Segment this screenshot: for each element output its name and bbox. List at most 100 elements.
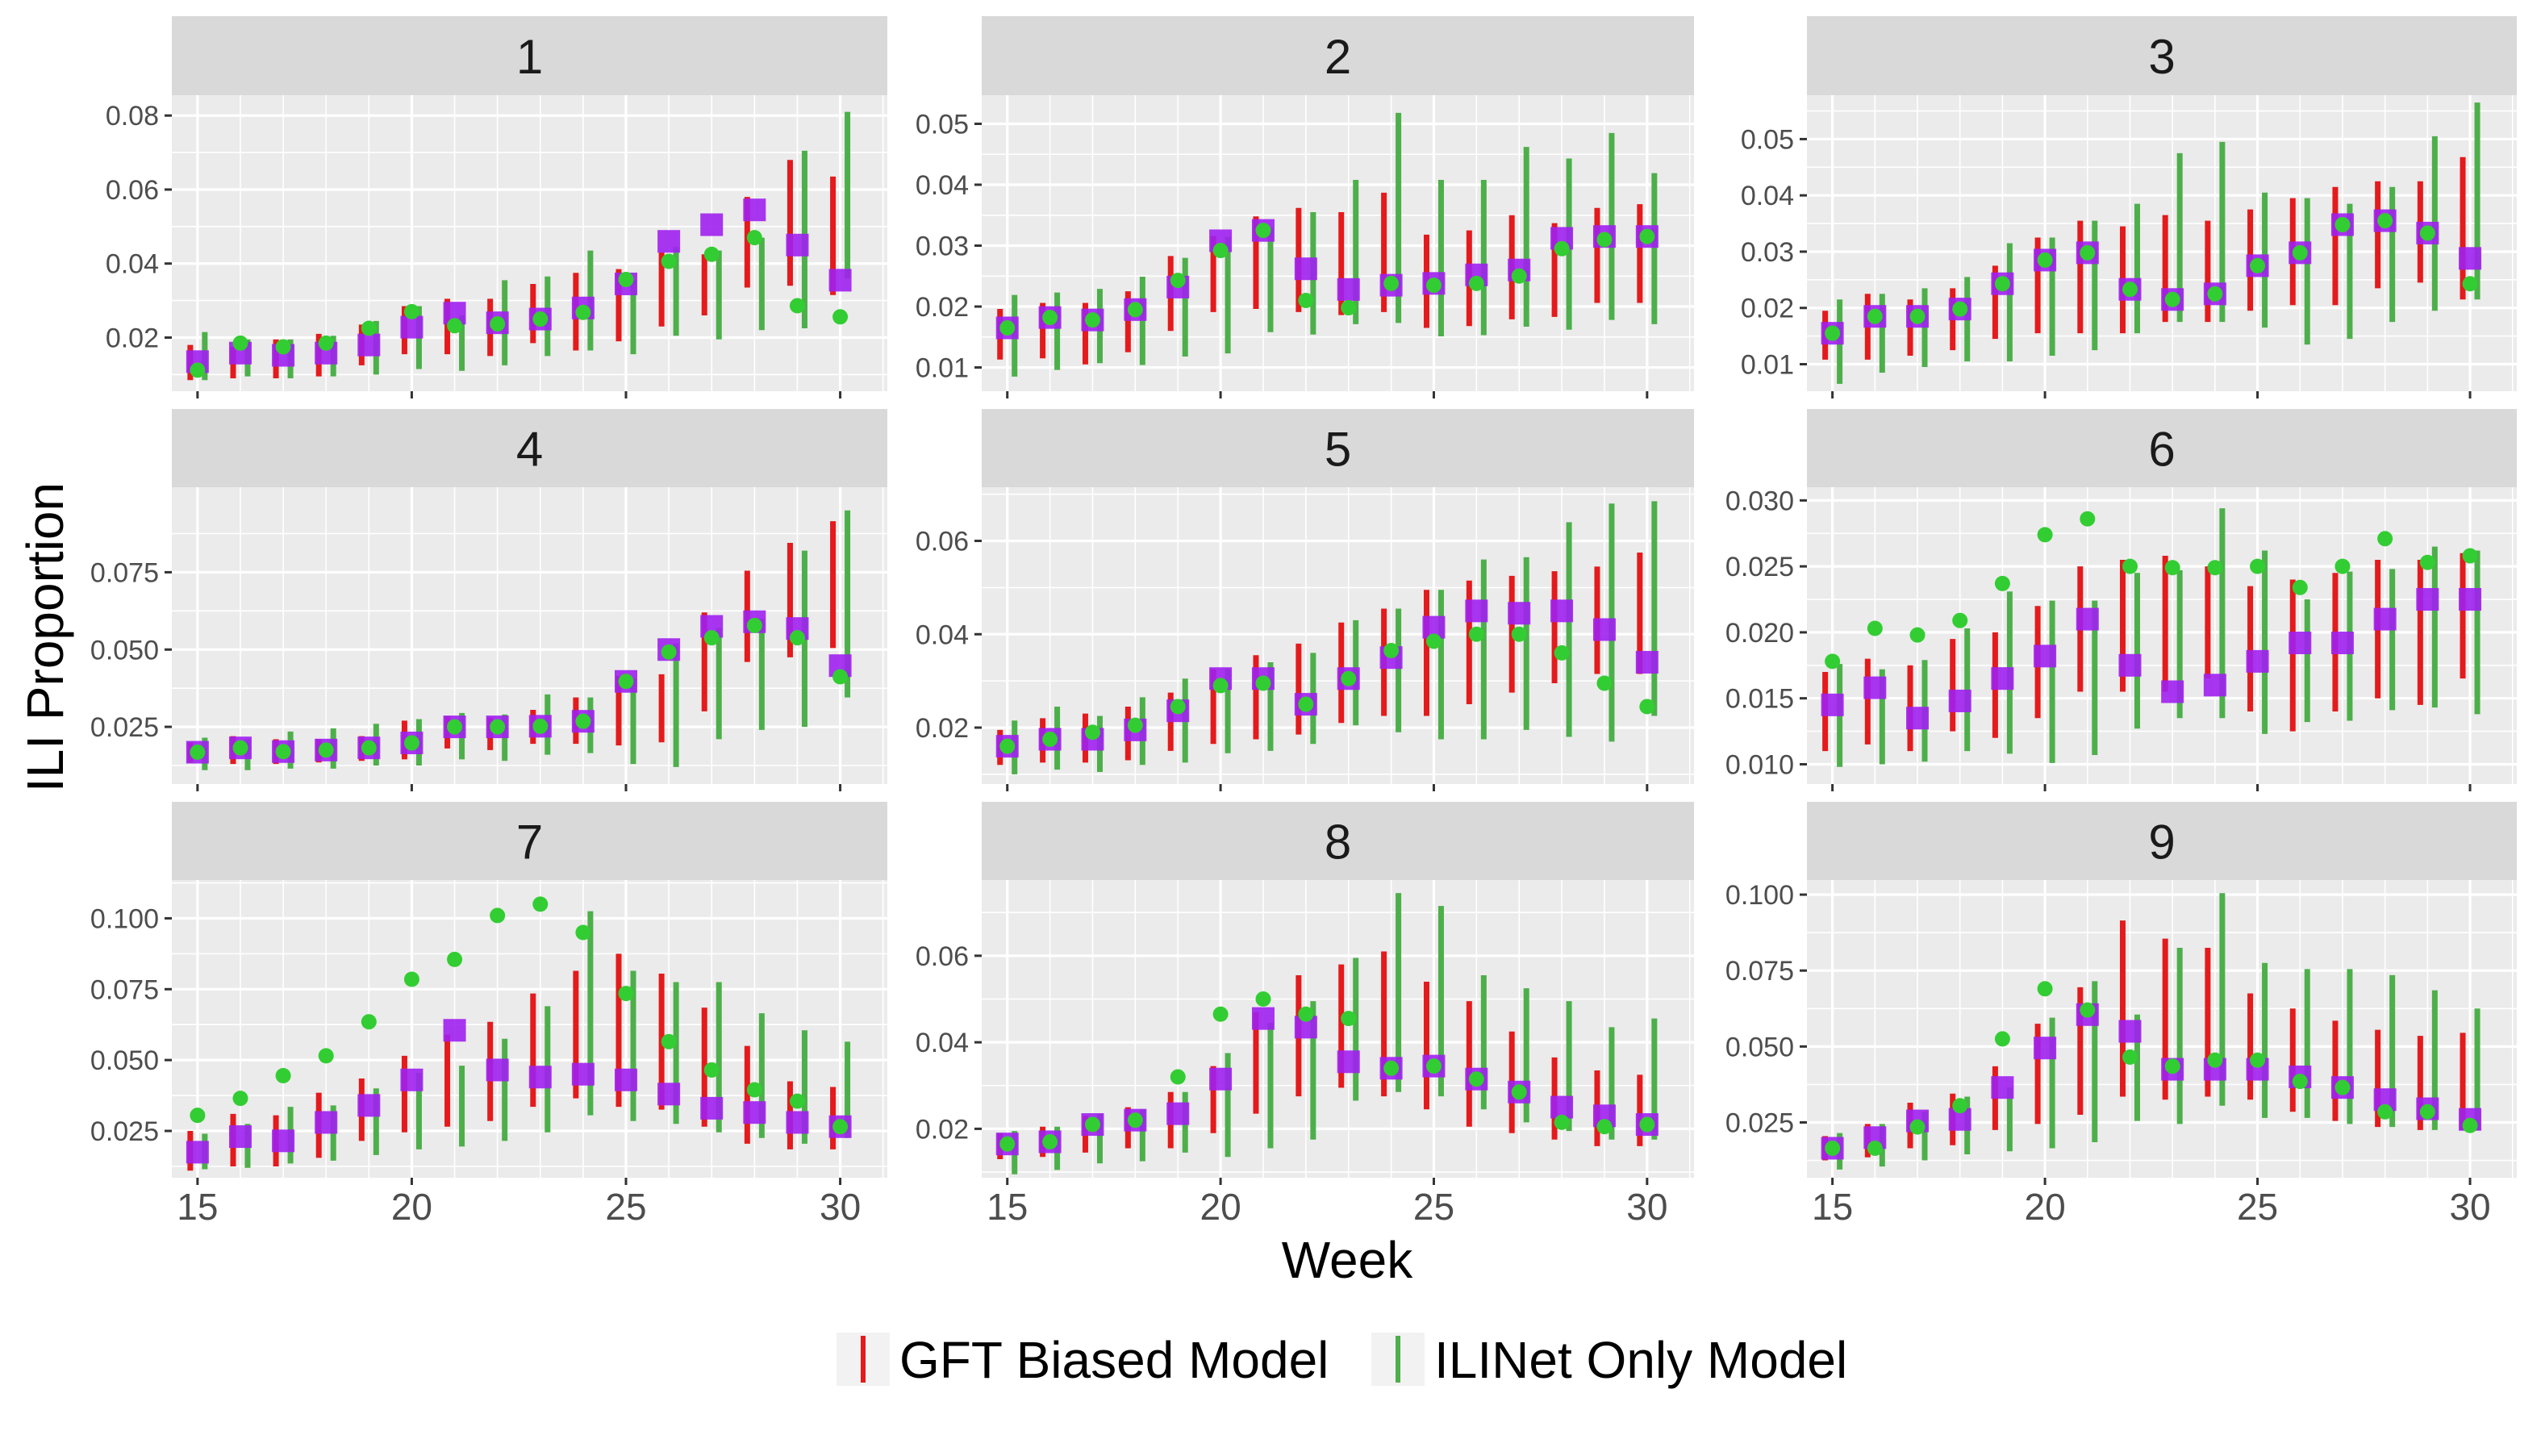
panel-strip [172, 802, 887, 880]
observed-point [1994, 575, 2010, 591]
y-tick-label: 0.030 [1725, 486, 1794, 516]
panel-strip [982, 16, 1694, 95]
y-tick-label: 0.050 [90, 1045, 159, 1076]
observed-point [1425, 1058, 1442, 1074]
y-tick-label: 0.02 [916, 713, 969, 744]
observed-point [1554, 1114, 1570, 1130]
observed-point [1383, 275, 1400, 291]
y-tick-label: 0.03 [1741, 237, 1794, 268]
panel-2: 2 0.01 0.02 0.03 0.04 0.05 [916, 16, 1694, 398]
observed-point [2122, 558, 2138, 574]
panel-1: 1 0.02 0.04 0.06 0.08 [106, 16, 887, 398]
observed-point [1170, 1069, 1186, 1085]
observed-square [2034, 1037, 2057, 1060]
y-tick-label: 0.03 [916, 232, 969, 262]
observed-point [1084, 312, 1100, 328]
observed-point [1639, 699, 1655, 715]
observed-point [2377, 213, 2393, 229]
observed-square [443, 1019, 466, 1042]
x-axis-title: Week [1282, 1231, 1413, 1289]
observed-point [618, 271, 634, 287]
observed-point [361, 740, 377, 756]
observed-point [318, 335, 334, 351]
observed-point [2122, 282, 2138, 298]
observed-point [1554, 645, 1570, 661]
y-tick-label: 0.04 [916, 1028, 969, 1058]
observed-square [743, 198, 766, 222]
y-tick-label: 0.06 [106, 175, 159, 206]
observed-point [1425, 277, 1442, 294]
observed-point [1994, 1031, 2010, 1047]
observed-point [2250, 558, 2266, 574]
observed-point [1867, 308, 1883, 324]
observed-point [232, 740, 248, 756]
observed-square [700, 213, 724, 236]
observed-square [2118, 1020, 2142, 1043]
observed-square [1337, 277, 1360, 301]
observed-square [1209, 1067, 1233, 1091]
panel-6: 6 0.010 0.015 0.020 0.025 0.030 [1725, 409, 2517, 791]
observed-square [2289, 631, 2312, 654]
observed-point [2292, 579, 2308, 595]
observed-point [1468, 626, 1484, 642]
observed-square [2416, 588, 2439, 611]
observed-point [1952, 301, 1968, 317]
observed-point [447, 951, 463, 967]
panel-strip-label: 2 [1325, 30, 1351, 84]
observed-point [2419, 1103, 2435, 1120]
observed-point [575, 304, 591, 320]
x-tick-label: 20 [1200, 1186, 1241, 1228]
observed-point [403, 303, 419, 319]
observed-point [1468, 1071, 1484, 1087]
observed-point [318, 742, 334, 758]
panel-strip [1807, 16, 2517, 95]
observed-point [190, 1108, 206, 1124]
panel-strip-label: 5 [1325, 423, 1351, 477]
y-tick-label: 0.075 [90, 974, 159, 1005]
panel-strip [982, 802, 1694, 880]
observed-point [575, 924, 591, 941]
y-tick-label: 0.04 [106, 249, 159, 280]
panel-strip [172, 409, 887, 487]
y-tick-label: 0.05 [916, 109, 969, 140]
panel-background [172, 487, 887, 784]
observed-point [447, 318, 463, 334]
observed-square [272, 1129, 295, 1153]
panels: 10.020.040.060.0820.010.020.030.040.0530… [90, 16, 2517, 1228]
observed-point [661, 644, 677, 660]
observed-square [2459, 247, 2482, 270]
panel-9: 9 0.025 0.050 0.075 0.100 15 20 25 30 [1725, 802, 2517, 1228]
observed-point [2462, 1117, 2478, 1133]
observed-point [2334, 1079, 2351, 1095]
observed-square [1465, 599, 1488, 623]
legend: GFT Biased Model ILINet Only Model [837, 1331, 1847, 1389]
observed-point [361, 320, 377, 336]
observed-point [1994, 276, 2010, 292]
observed-point [2250, 1052, 2266, 1068]
panel-strip [1807, 802, 2517, 880]
observed-point [2122, 1049, 2138, 1066]
observed-point [447, 719, 463, 735]
observed-point [275, 1067, 291, 1083]
panel-5: 5 0.02 0.04 0.06 [916, 409, 1694, 791]
observed-square [571, 1062, 595, 1086]
observed-point [832, 1119, 849, 1135]
observed-point [2207, 1052, 2223, 1068]
observed-point [1212, 1006, 1229, 1022]
observed-point [1170, 699, 1186, 715]
observed-point [1952, 612, 1968, 628]
observed-square [657, 230, 681, 253]
panel-strip-label: 6 [2148, 423, 2175, 477]
observed-point [703, 630, 720, 646]
y-tick-label: 0.06 [916, 941, 969, 972]
observed-point [1298, 696, 1314, 712]
observed-point [1639, 1116, 1655, 1133]
observed-point [1468, 275, 1484, 291]
observed-square [1991, 667, 2014, 690]
observed-point [1383, 1060, 1400, 1076]
observed-point [1255, 675, 1271, 691]
y-tick-label: 0.025 [90, 1116, 159, 1147]
observed-point [746, 1082, 762, 1098]
observed-point [1084, 1116, 1100, 1133]
observed-point [1511, 626, 1527, 642]
